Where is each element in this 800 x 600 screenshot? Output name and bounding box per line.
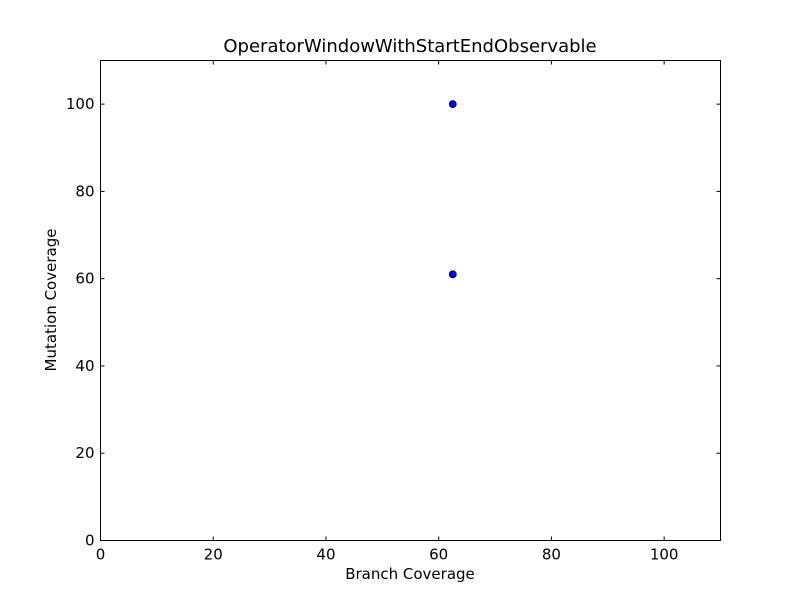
y-tick-label: 60 (75, 270, 94, 288)
y-tick-label: 100 (66, 95, 95, 113)
data-point (448, 270, 457, 279)
chart-title: OperatorWindowWithStartEndObservable (223, 36, 596, 57)
x-tick-label: 40 (316, 546, 335, 564)
x-axis-label: Branch Coverage (345, 565, 475, 583)
plot-area (100, 60, 721, 541)
y-tick-label: 80 (75, 182, 94, 200)
x-tick-label: 20 (204, 546, 223, 564)
y-tick-label: 40 (75, 357, 94, 375)
x-tick-label: 100 (650, 546, 679, 564)
y-tick-label: 0 (85, 532, 95, 550)
x-tick-label: 60 (429, 546, 448, 564)
data-points (448, 100, 457, 279)
y-axis: 0 20 40 60 80 100 (66, 95, 721, 550)
data-point (448, 100, 457, 109)
y-axis-label: Mutation Coverage (42, 229, 60, 372)
x-tick-label: 0 (96, 546, 106, 564)
x-axis: 0 20 40 60 80 100 (96, 60, 679, 564)
y-tick-label: 20 (75, 444, 94, 462)
x-tick-label: 80 (542, 546, 561, 564)
